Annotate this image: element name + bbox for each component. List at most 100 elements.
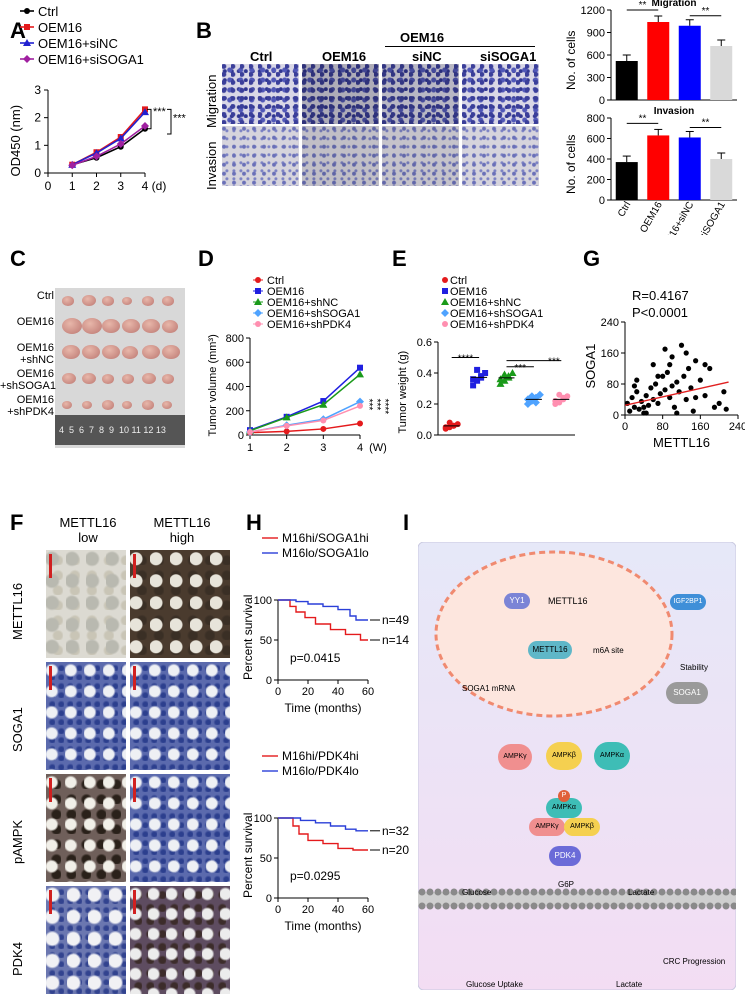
g-point	[634, 377, 640, 383]
scale-bar	[49, 778, 52, 802]
panel-i-schematic: YY1 METTL16 METTL16 m6A site SOGA1 mRNA …	[417, 541, 738, 991]
tumor	[162, 345, 180, 360]
a-ytick-label: 2	[34, 111, 41, 125]
g-point	[648, 385, 654, 391]
g-point	[711, 404, 718, 410]
g-point	[688, 385, 694, 391]
d-legend-marker	[255, 277, 261, 283]
hb-legend-label: M16hi/PDK4hi	[282, 749, 359, 763]
ht-survival-curve	[278, 599, 368, 641]
e-legend-marker	[442, 277, 448, 283]
tumor	[102, 345, 120, 360]
d-point	[320, 417, 327, 424]
hb-xtick-label: 40	[332, 904, 344, 916]
lipid-head	[618, 902, 626, 910]
g-ytick-label: 0	[613, 410, 619, 422]
lipid-head	[474, 888, 482, 896]
d-ytick-label: 800	[226, 333, 244, 345]
tumor	[142, 319, 160, 334]
tumor	[62, 345, 80, 360]
d-series-line	[249, 422, 361, 434]
lipid-head	[706, 888, 714, 896]
tumor	[82, 318, 102, 334]
d-annot: ****	[379, 399, 390, 415]
g-xtick-label: 240	[729, 421, 745, 433]
glucose-uptake-label: Glucose Uptake	[466, 980, 523, 989]
panel-label-c: C	[10, 246, 26, 271]
lipid-head	[514, 902, 522, 910]
g-point	[674, 379, 680, 385]
scale-bar	[133, 890, 136, 914]
bm-bar	[710, 46, 733, 100]
lipid-head	[490, 902, 498, 910]
lipid-head	[682, 902, 690, 910]
g-point	[657, 391, 663, 397]
lipid-head	[610, 888, 618, 896]
lipid-head	[498, 888, 506, 896]
lactate-out-label: Lactate	[616, 980, 643, 989]
ihc-image	[130, 662, 230, 770]
scale-bar	[49, 554, 52, 578]
e-point	[470, 382, 477, 389]
mettl16-protein-node: METTL16	[528, 641, 572, 659]
lipid-head	[674, 888, 682, 896]
lipid-head	[730, 888, 738, 896]
lipid-head	[562, 902, 570, 910]
d-legend-label: Ctrl	[267, 275, 284, 287]
g-point	[667, 362, 673, 368]
g-point	[702, 362, 708, 368]
g-point	[693, 394, 699, 401]
g-point	[650, 362, 656, 368]
g-point	[669, 354, 675, 360]
panel-b-micrographs: OEM16 Ctrl OEM16 siNC siSOGA1 Migration …	[200, 24, 550, 204]
ht-pvalue: p=0.0415	[290, 651, 341, 665]
group-line	[385, 46, 535, 47]
d-legend-marker	[254, 309, 262, 317]
g-point	[664, 369, 670, 375]
tumor	[62, 373, 76, 385]
a-ytick-label: 1	[34, 138, 41, 152]
bi-bar	[678, 137, 701, 200]
panel-label-h: H	[246, 510, 262, 535]
lipid-head	[530, 888, 538, 896]
lipid-head	[666, 902, 674, 910]
lipid-head	[426, 888, 434, 896]
e-point	[496, 379, 505, 387]
d-legend-marker	[254, 298, 262, 305]
lipid-head	[634, 888, 642, 896]
panel-label-e: E	[392, 246, 407, 271]
ht-ytick-label: 50	[260, 635, 272, 647]
lipid-head	[674, 902, 682, 910]
e-point	[535, 390, 544, 399]
d-legend-marker	[255, 288, 261, 294]
a-point	[116, 134, 125, 142]
g-point	[681, 373, 687, 379]
bm-bar	[647, 22, 670, 100]
lipid-head	[682, 888, 690, 896]
g-point	[678, 342, 685, 348]
ht-n-label: n=14	[382, 633, 409, 647]
ht-n-label: n=49	[382, 613, 409, 627]
panel-label-f: F	[10, 510, 24, 535]
d-series-line	[249, 373, 361, 432]
lipid-head	[722, 888, 730, 896]
lipid-head	[426, 902, 434, 910]
lipid-head	[546, 902, 554, 910]
f-row-label: SOGA1	[10, 707, 25, 752]
hb-survival-curve	[278, 817, 368, 851]
lipid-head	[546, 888, 554, 896]
a-ytick-label: 0	[34, 166, 41, 180]
g-point	[707, 365, 713, 372]
g-point	[683, 350, 689, 356]
g-point	[660, 373, 666, 379]
hb-ylabel: Percent survival	[241, 813, 255, 898]
g-point	[655, 400, 661, 406]
f-row-label: pAMPK	[10, 819, 25, 864]
lipid-head	[610, 902, 618, 910]
g-xtick-label: 0	[622, 421, 628, 433]
tumor	[122, 374, 134, 384]
lipid-head	[482, 902, 490, 910]
g-point	[685, 365, 692, 372]
col-ctrl: Ctrl	[250, 49, 273, 64]
a-annot: ***	[153, 106, 167, 118]
